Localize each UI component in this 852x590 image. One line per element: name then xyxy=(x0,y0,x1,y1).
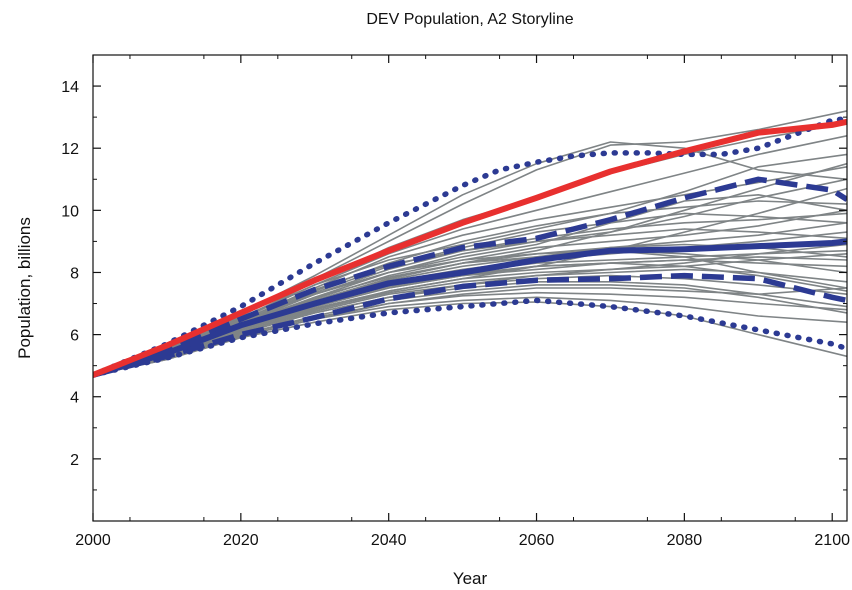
y-axis-label: Population, billions xyxy=(15,217,34,359)
dashed-line-2 xyxy=(93,176,847,378)
ensemble-line-11 xyxy=(93,243,847,376)
y-tick-label: 12 xyxy=(61,141,79,158)
median-line xyxy=(93,238,847,378)
x-tick-label: 2000 xyxy=(75,532,111,549)
y-tick-label: 14 xyxy=(61,79,79,96)
highlight-series xyxy=(93,115,847,378)
red-line xyxy=(93,118,847,378)
y-tick-label: 2 xyxy=(70,452,79,469)
x-tick-label: 2060 xyxy=(519,532,555,549)
axis-ticks: 2000 2020 2040 2060 2080 2100 2 4 6 8 10 12 14 xyxy=(61,55,850,549)
x-tick-label: 2020 xyxy=(223,532,259,549)
dashed-line-4 xyxy=(93,272,847,378)
x-tick-label: 2040 xyxy=(371,532,407,549)
y-tick-label: 6 xyxy=(70,328,79,345)
ensemble-line-29 xyxy=(93,256,847,376)
x-axis-label: Year xyxy=(453,569,488,588)
x-tick-label: 2100 xyxy=(814,532,850,549)
dotted-line-1 xyxy=(93,115,847,378)
x-tick-label: 2080 xyxy=(667,532,703,549)
ensemble-line-30 xyxy=(93,243,847,376)
chart-title: DEV Population, A2 Storyline xyxy=(366,11,573,28)
plot-frame xyxy=(92,54,848,522)
y-tick-label: 8 xyxy=(70,265,79,282)
y-tick-label: 4 xyxy=(70,390,79,407)
y-tick-label: 10 xyxy=(61,203,79,220)
